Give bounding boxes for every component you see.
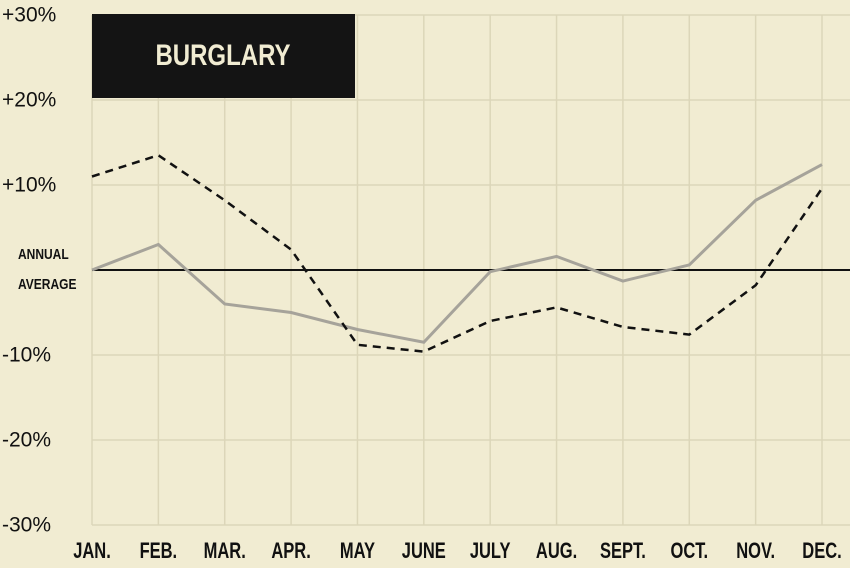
x-tick-label: DEC. <box>802 539 841 564</box>
x-tick-label: NOV. <box>736 539 775 564</box>
x-tick-label: JULY <box>470 539 511 564</box>
y-tick-label: ANNUAL AVERAGE <box>18 246 77 293</box>
y-tick-label: +10% <box>2 173 57 197</box>
y-tick-label: -30% <box>2 513 52 537</box>
y-tick-label: -20% <box>2 428 52 452</box>
x-tick-label: JUNE <box>402 539 446 564</box>
x-tick-label: SEPT. <box>600 539 646 564</box>
y-tick-label: -10% <box>2 343 52 367</box>
data-line <box>91 163 823 344</box>
title-box <box>92 14 355 98</box>
y-tick-label: +30% <box>2 3 57 27</box>
data-line <box>91 153 824 353</box>
x-tick-label: APR. <box>271 539 310 564</box>
x-tick-label: JAN. <box>73 539 111 564</box>
y-tick-label: +20% <box>2 88 57 112</box>
x-tick-label: OCT. <box>670 539 708 564</box>
chart-title: BURGLARY <box>155 37 290 71</box>
x-tick-label: MAR. <box>204 539 246 564</box>
x-tick-label: FEB. <box>140 539 178 564</box>
x-tick-label: MAY <box>340 539 375 564</box>
x-tick-label: AUG. <box>536 539 577 564</box>
